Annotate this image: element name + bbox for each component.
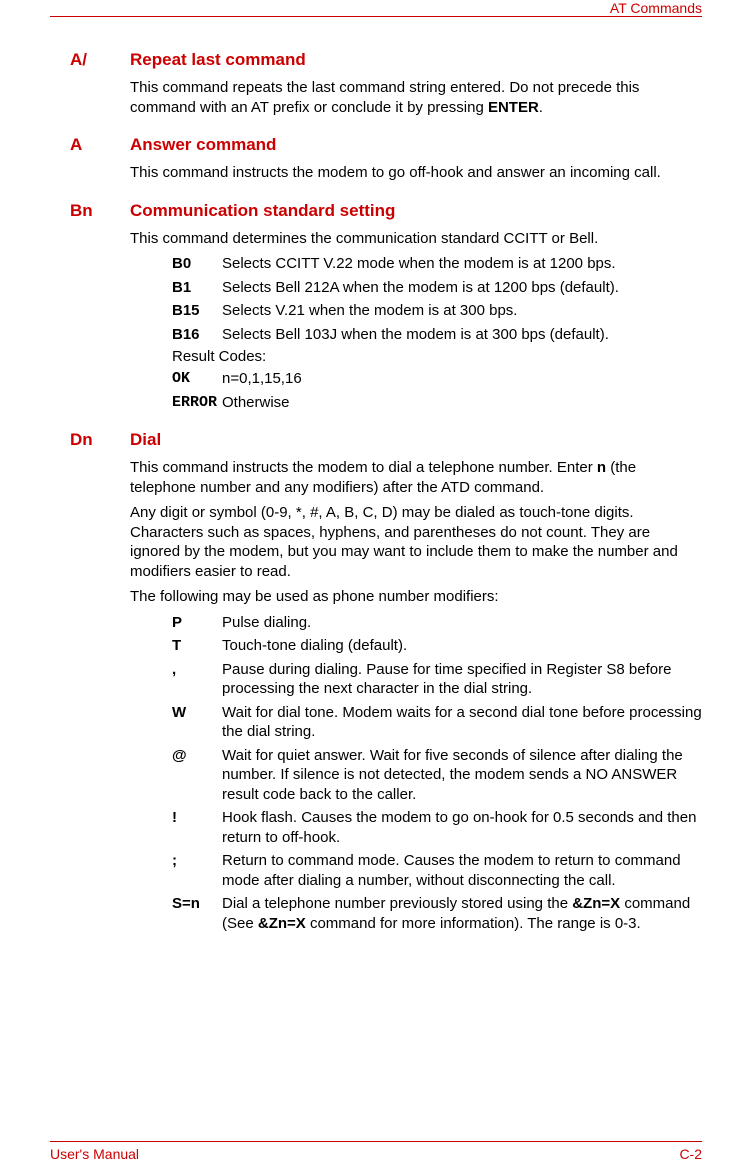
cmd-code: Bn — [70, 201, 130, 221]
section-heading: A/ Repeat last command — [70, 50, 702, 70]
key-enter: ENTER — [488, 99, 539, 116]
modifier-code: ; — [172, 851, 222, 890]
text: This command instructs the modem to dial… — [130, 459, 597, 476]
footer-left: User's Manual — [50, 1146, 139, 1162]
modifier-row: P Pulse dialing. — [172, 613, 702, 633]
cmd-title: Answer command — [130, 135, 276, 155]
option-desc: Selects V.21 when the modem is at 300 bp… — [222, 301, 702, 321]
footer-right: C-2 — [679, 1146, 702, 1162]
text: . — [539, 99, 543, 116]
modifier-code: T — [172, 636, 222, 656]
option-code: B0 — [172, 254, 222, 274]
text: command for more information). The range… — [306, 915, 641, 932]
cmd-code: Dn — [70, 430, 130, 450]
section-heading: Dn Dial — [70, 430, 702, 450]
modifier-desc: Wait for dial tone. Modem waits for a se… — [222, 703, 702, 742]
modifier-desc: Hook flash. Causes the modem to go on-ho… — [222, 808, 702, 847]
section-repeat-last: A/ Repeat last command This command repe… — [70, 50, 702, 117]
paragraph: This command instructs the modem to dial… — [130, 458, 702, 497]
result-codes-label: Result Codes: — [172, 348, 702, 365]
section-heading: Bn Communication standard setting — [70, 201, 702, 221]
modifier-desc: Return to command mode. Causes the modem… — [222, 851, 702, 890]
paragraph: Any digit or symbol (0-9, *, #, A, B, C,… — [130, 503, 702, 581]
page-content: A/ Repeat last command This command repe… — [70, 50, 702, 951]
param-n: n — [597, 459, 606, 476]
modifier-row: T Touch-tone dialing (default). — [172, 636, 702, 656]
section-dial: Dn Dial This command instructs the modem… — [70, 430, 702, 933]
modifier-row: , Pause during dialing. Pause for time s… — [172, 660, 702, 699]
modifier-desc: Touch-tone dialing (default). — [222, 636, 702, 656]
modifier-code: @ — [172, 746, 222, 805]
paragraph: The following may be used as phone numbe… — [130, 587, 702, 607]
modifier-code: , — [172, 660, 222, 699]
modifier-code: ! — [172, 808, 222, 847]
section-comm-standard: Bn Communication standard setting This c… — [70, 201, 702, 413]
option-row: B0 Selects CCITT V.22 mode when the mode… — [172, 254, 702, 274]
cmd-ref: &Zn=X — [258, 915, 306, 932]
section-body: This command repeats the last command st… — [130, 78, 702, 117]
option-desc: Selects Bell 103J when the modem is at 3… — [222, 325, 702, 345]
paragraph: This command instructs the modem to go o… — [130, 163, 702, 183]
modifier-desc: Dial a telephone number previously store… — [222, 894, 702, 933]
cmd-title: Communication standard setting — [130, 201, 395, 221]
modifier-desc: Pause during dialing. Pause for time spe… — [222, 660, 702, 699]
modifier-row: W Wait for dial tone. Modem waits for a … — [172, 703, 702, 742]
modifier-row: S=n Dial a telephone number previously s… — [172, 894, 702, 933]
modifier-row: ! Hook flash. Causes the modem to go on-… — [172, 808, 702, 847]
cmd-code: A/ — [70, 50, 130, 70]
result-row: ERROR Otherwise — [172, 393, 702, 413]
result-row: OK n=0,1,15,16 — [172, 369, 702, 389]
paragraph: This command determines the communicatio… — [130, 229, 702, 249]
cmd-ref: &Zn=X — [572, 895, 620, 912]
paragraph: This command repeats the last command st… — [130, 78, 702, 117]
result-desc: n=0,1,15,16 — [222, 369, 702, 389]
result-code: OK — [172, 369, 222, 389]
section-body: This command determines the communicatio… — [130, 229, 702, 413]
text: Dial a telephone number previously store… — [222, 895, 572, 912]
section-heading: A Answer command — [70, 135, 702, 155]
option-row: B16 Selects Bell 103J when the modem is … — [172, 325, 702, 345]
header-title: AT Commands — [610, 0, 702, 16]
option-code: B1 — [172, 278, 222, 298]
modifier-row: @ Wait for quiet answer. Wait for five s… — [172, 746, 702, 805]
modifier-row: ; Return to command mode. Causes the mod… — [172, 851, 702, 890]
modifier-desc: Pulse dialing. — [222, 613, 702, 633]
section-body: This command instructs the modem to go o… — [130, 163, 702, 183]
option-row: B1 Selects Bell 212A when the modem is a… — [172, 278, 702, 298]
cmd-title: Dial — [130, 430, 161, 450]
modifier-code: W — [172, 703, 222, 742]
option-desc: Selects Bell 212A when the modem is at 1… — [222, 278, 702, 298]
section-body: This command instructs the modem to dial… — [130, 458, 702, 933]
result-code: ERROR — [172, 393, 222, 413]
option-row: B15 Selects V.21 when the modem is at 30… — [172, 301, 702, 321]
result-desc: Otherwise — [222, 393, 702, 413]
option-code: B16 — [172, 325, 222, 345]
text: This command repeats the last command st… — [130, 79, 639, 116]
option-desc: Selects CCITT V.22 mode when the modem i… — [222, 254, 702, 274]
section-answer: A Answer command This command instructs … — [70, 135, 702, 183]
cmd-title: Repeat last command — [130, 50, 306, 70]
option-code: B15 — [172, 301, 222, 321]
modifier-desc: Wait for quiet answer. Wait for five sec… — [222, 746, 702, 805]
modifier-code: S=n — [172, 894, 222, 933]
modifier-code: P — [172, 613, 222, 633]
bottom-rule — [50, 1141, 702, 1142]
top-rule — [50, 16, 702, 17]
cmd-code: A — [70, 135, 130, 155]
